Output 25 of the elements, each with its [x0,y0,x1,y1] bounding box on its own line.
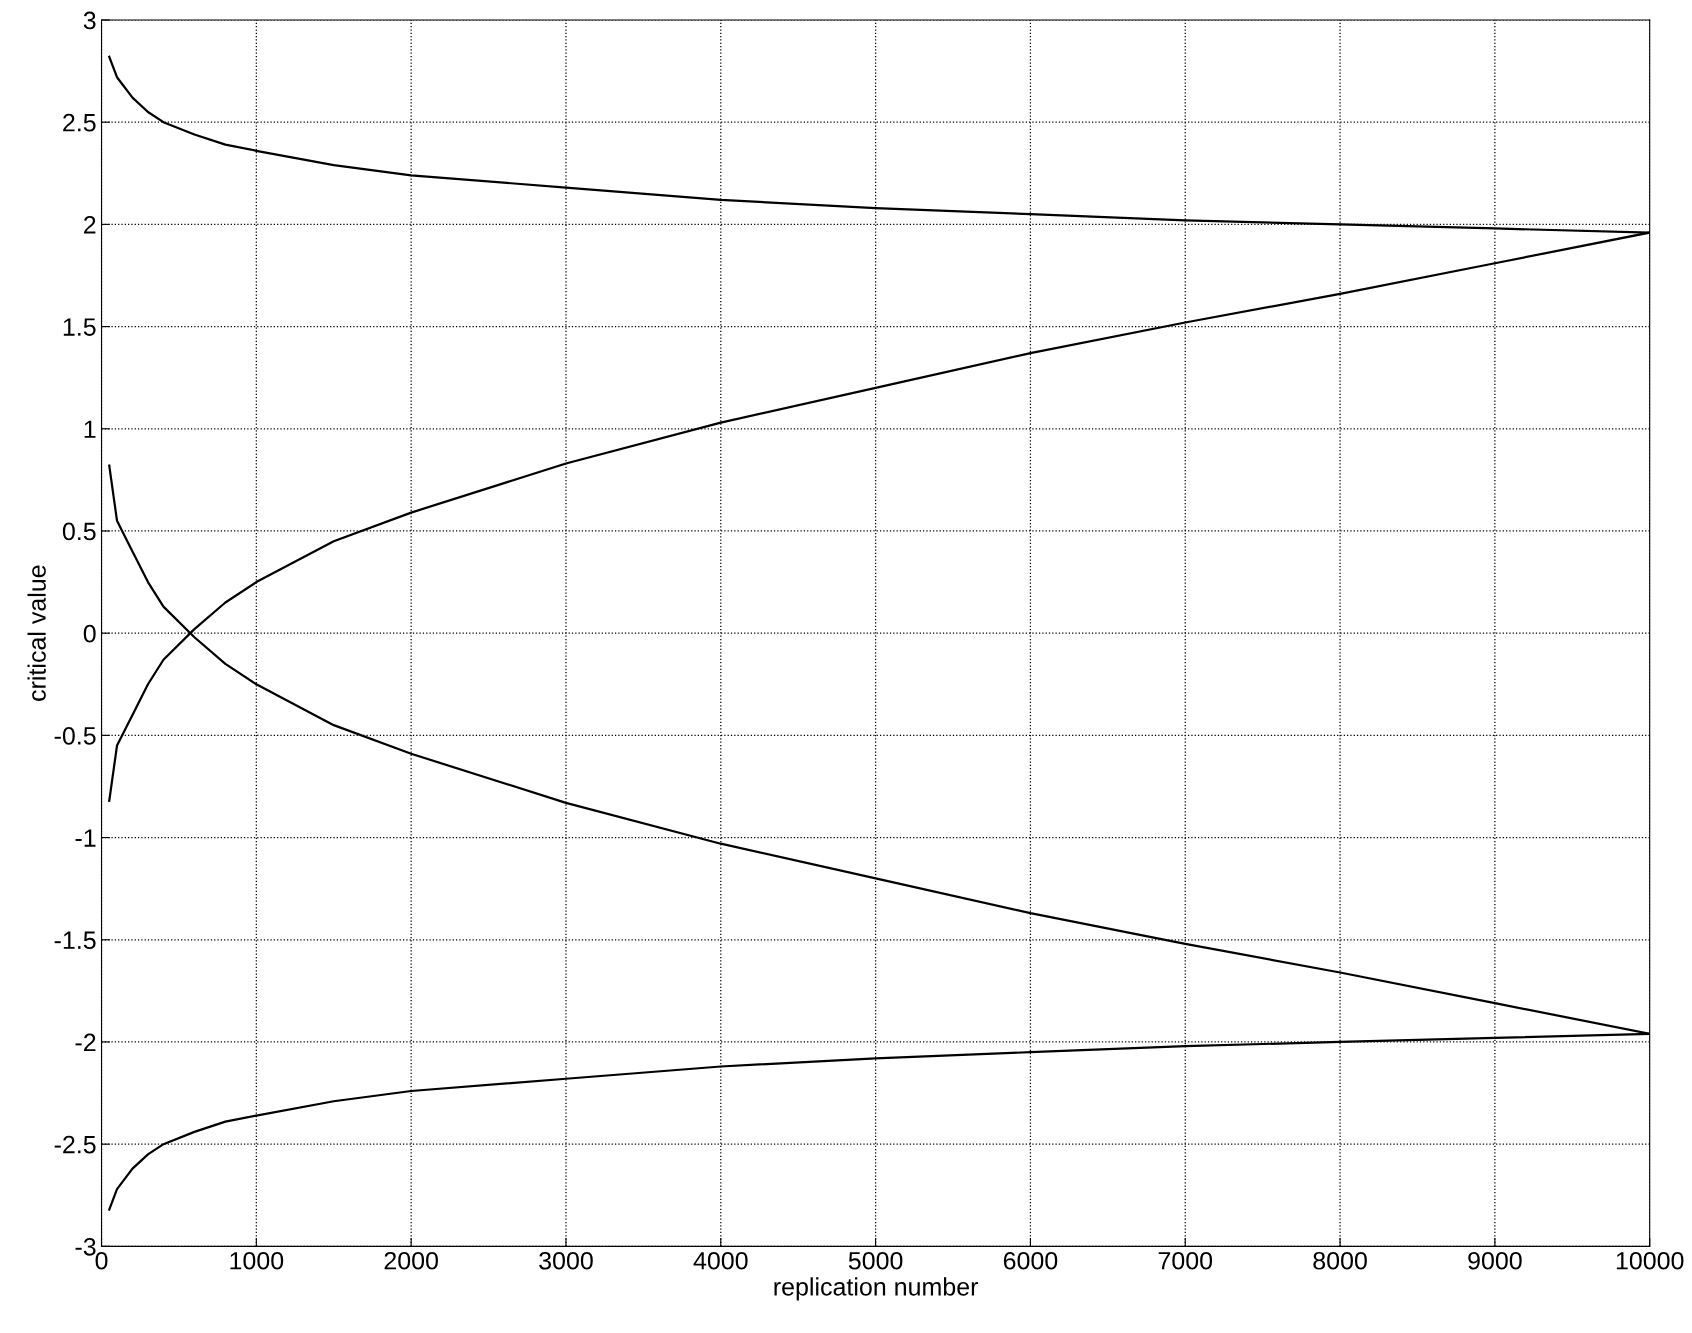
x-tick-label: 1000 [230,1251,284,1270]
y-tick-label: 1 [84,420,96,438]
y-tick-label: -2 [75,1033,96,1052]
x-tick-label: 2000 [384,1251,438,1270]
y-tick-label: -0.5 [54,726,96,745]
x-tick-label: 3000 [539,1251,593,1270]
y-tick-label: 2.5 [63,113,96,132]
x-tick-label: 4000 [693,1251,748,1270]
x-tick-label: 7000 [1158,1251,1213,1270]
x-axis-title: replication number [774,1277,979,1301]
y-tick-label: -1.5 [54,931,96,950]
y-tick-label: 2 [84,215,96,234]
y-tick-label: -2.5 [54,1135,96,1154]
y-axis-title: critical value [27,565,46,701]
x-tick-label: 6000 [1003,1251,1058,1270]
y-tick-label: 0.5 [62,522,96,541]
x-tick-label: 9000 [1468,1251,1522,1270]
y-tick-label: 0 [83,624,96,643]
x-tick-label: 8000 [1313,1251,1367,1270]
y-tick-label: 1.5 [63,318,96,336]
y-tick-label: 3 [83,11,96,30]
y-tick-label: -3 [75,1237,96,1256]
x-tick-label: 10000 [1616,1251,1684,1270]
x-tick-label: 5000 [848,1251,903,1270]
y-tick-label: -1 [75,829,96,847]
